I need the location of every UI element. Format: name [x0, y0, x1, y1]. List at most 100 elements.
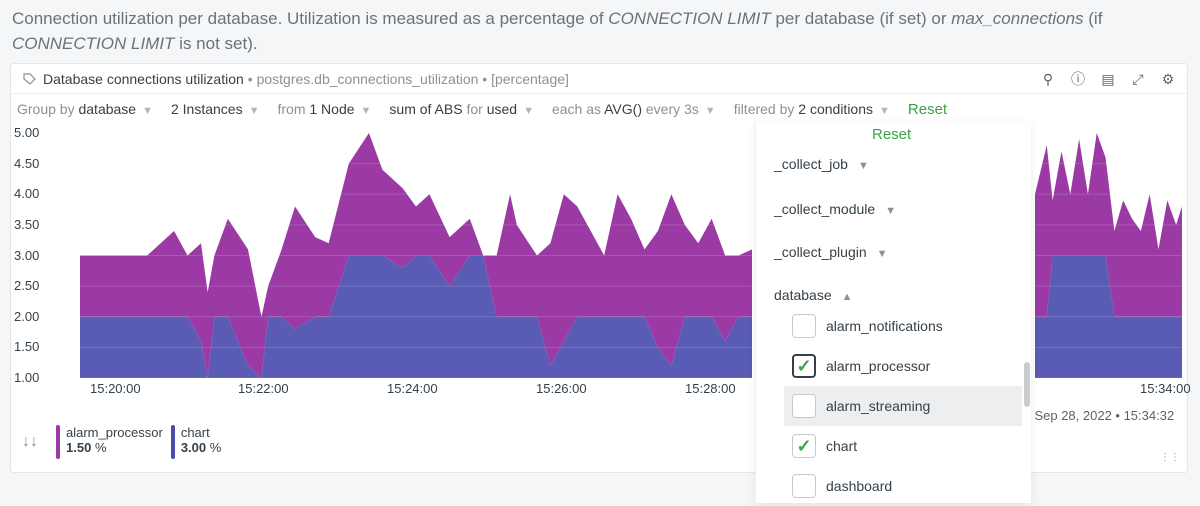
zoom-icon[interactable]: ⚲ — [1042, 71, 1054, 87]
for-value: used — [486, 101, 518, 117]
x-tick-label: 15:26:00 — [536, 381, 587, 396]
dropdown-reset-button[interactable]: Reset — [872, 126, 912, 143]
y-tick-label: 1.50 — [14, 339, 40, 355]
each-label: each as — [551, 101, 601, 117]
legend-color-swatch — [56, 425, 60, 459]
series-area-chart-left — [80, 255, 752, 378]
dropdown-scrollbar[interactable] — [1022, 132, 1030, 497]
desc-text-3: (if — [1083, 9, 1103, 28]
chevron-down-icon: ▼ — [876, 248, 888, 260]
legend-value: 1.50 — [66, 440, 92, 455]
checkbox[interactable] — [792, 474, 816, 498]
from-label: from — [277, 101, 306, 117]
group-by-value: database — [78, 101, 137, 117]
chevron-down-icon: ▼ — [523, 105, 534, 117]
chart-toolbar: ⚲ ⓘ ▤ ⤢ ⚙ — [1039, 70, 1177, 88]
y-tick-label: 3.00 — [14, 247, 40, 263]
option-dashboard[interactable]: dashboard — [784, 466, 1022, 506]
chevron-up-icon: ▲ — [841, 291, 853, 303]
tag-icon — [23, 72, 36, 85]
checkbox-checked[interactable]: ✓ — [792, 434, 816, 458]
aggregation-filter[interactable]: sum of ABS for used ▼ — [389, 101, 534, 117]
y-tick-label: 2.00 — [14, 308, 40, 324]
checkbox[interactable] — [792, 394, 816, 418]
y-tick-label: 4.00 — [14, 186, 40, 202]
desc-text-4: is not set). — [174, 34, 258, 53]
x-tick-label: 15:34:00 — [1140, 381, 1191, 396]
chart-timestamp: d, Sep 28, 2022 • 15:34:32 — [1020, 408, 1175, 423]
option-label: alarm_processor — [826, 358, 931, 374]
reset-button[interactable]: Reset — [907, 100, 948, 118]
group-collect-job[interactable]: _collect_job ▼ — [774, 156, 869, 172]
chevron-down-icon: ▼ — [885, 205, 897, 217]
instances-value: 2 Instances — [170, 101, 243, 117]
chevron-down-icon: ▼ — [248, 105, 260, 117]
chevron-down-icon: ▼ — [857, 160, 869, 172]
y-tick-label: 3.50 — [14, 216, 40, 232]
option-chart[interactable]: ✓ chart — [784, 426, 1022, 466]
group-collect-module[interactable]: _collect_module ▼ — [774, 201, 896, 217]
desc-em-2: max_connections — [951, 9, 1084, 28]
chart-legend: ↓↓ alarm_processor 1.50 % chart 3.00 % — [22, 425, 229, 459]
group-database[interactable]: database ▲ — [774, 287, 853, 303]
chart-context: • postgres.db_connections_utilization • … — [247, 70, 569, 87]
resize-handle-icon[interactable]: ⋮⋮ — [1160, 452, 1180, 463]
legend-item-alarm-processor[interactable]: alarm_processor 1.50 % — [56, 425, 163, 459]
option-label: alarm_notifications — [826, 318, 943, 334]
group-by-label: Group by — [17, 101, 75, 117]
chart-title: Database connections utilization — [43, 70, 244, 87]
group-label: _collect_job — [774, 156, 848, 172]
sum-label: sum of ABS — [389, 101, 463, 117]
desc-em-3: CONNECTION LIMIT — [12, 34, 175, 53]
desc-text-2: per database (if set) or — [770, 9, 952, 28]
filtered-label: filtered by — [733, 101, 795, 117]
settings-icon[interactable]: ⚙ — [1161, 71, 1175, 87]
group-label: database — [774, 287, 832, 303]
x-tick-label: 15:24:00 — [387, 381, 438, 396]
x-tick-label: 15:20:00 — [90, 381, 141, 396]
desc-em-1: CONNECTION LIMIT — [608, 9, 771, 28]
checkbox-checked[interactable]: ✓ — [792, 354, 816, 378]
chevron-down-icon: ▼ — [360, 105, 372, 117]
option-alarm-streaming[interactable]: alarm_streaming — [784, 386, 1022, 426]
desc-text-1: Connection utilization per database. Uti… — [12, 9, 609, 28]
chevron-down-icon: ▼ — [142, 105, 153, 117]
sort-arrows-icon[interactable]: ↓↓ — [22, 433, 38, 450]
filter-dropdown: Reset _collect_job ▼ _collect_module ▼ _co… — [755, 122, 1031, 503]
time-aggregation-filter[interactable]: each as AVG() every 3s ▼ — [552, 101, 716, 117]
fullscreen-icon[interactable]: ⤢ — [1132, 71, 1144, 87]
from-value: 1 Node — [309, 101, 355, 117]
legend-item-chart[interactable]: chart 3.00 % — [170, 425, 222, 459]
group-label: _collect_module — [774, 201, 876, 217]
each-value: AVG() — [604, 101, 642, 117]
legend-name: chart — [180, 425, 210, 440]
option-alarm-notifications[interactable]: alarm_notifications — [784, 306, 1022, 346]
scrollbar-thumb[interactable] — [1024, 362, 1030, 407]
group-label: _collect_plugin — [774, 244, 867, 260]
for-label: for — [466, 101, 483, 117]
chart-title-bar: Database connections utilization • postg… — [11, 64, 1187, 94]
legend-unit: % — [209, 440, 222, 455]
y-tick-label: 1.00 — [14, 370, 40, 385]
conditions-filter[interactable]: filtered by 2 conditions ▼ — [734, 101, 890, 117]
nodes-filter[interactable]: from 1 Node ▼ — [277, 101, 371, 117]
every-label: every 3s — [645, 101, 699, 117]
x-tick-label: 15:28:00 — [685, 381, 736, 396]
option-label: alarm_streaming — [826, 398, 931, 414]
group-by-filter[interactable]: Group by database ▼ — [17, 101, 153, 117]
layers-icon[interactable]: ▤ — [1101, 71, 1115, 87]
y-tick-label: 2.50 — [14, 278, 40, 294]
filtered-value: 2 conditions — [798, 101, 873, 117]
chevron-down-icon: ▼ — [879, 105, 890, 117]
option-alarm-processor[interactable]: ✓ alarm_processor — [784, 346, 1022, 386]
series-area-chart-right — [1035, 255, 1182, 378]
instances-filter[interactable]: 2 Instances ▼ — [171, 101, 260, 117]
info-icon[interactable]: ⓘ — [1071, 71, 1085, 87]
checkbox[interactable] — [792, 314, 816, 338]
group-collect-plugin[interactable]: _collect_plugin ▼ — [774, 244, 888, 260]
series-area-alarm-processor-right — [1035, 133, 1182, 317]
legend-color-swatch — [170, 425, 175, 459]
chevron-down-icon: ▼ — [704, 105, 716, 117]
legend-value: 3.00 — [180, 440, 207, 455]
y-tick-label: 4.50 — [14, 155, 40, 171]
